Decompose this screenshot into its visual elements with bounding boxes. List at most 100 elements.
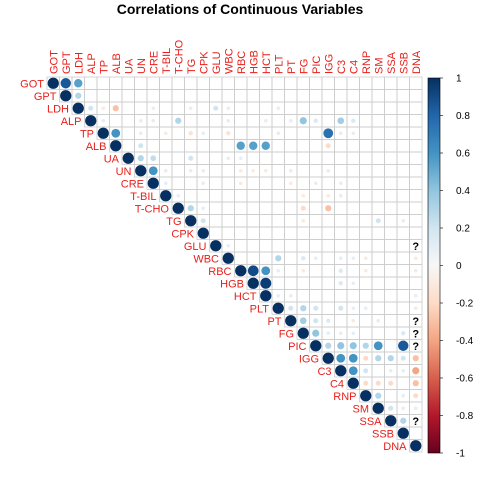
col-label-cre: CRE bbox=[148, 51, 160, 74]
color-bar-label: -0.4 bbox=[456, 336, 474, 347]
grid-cell bbox=[409, 176, 423, 190]
corr-circle-tp-c3 bbox=[338, 131, 343, 136]
color-bar-label: 0.6 bbox=[456, 149, 470, 160]
corr-circle-fg-igg bbox=[326, 331, 331, 336]
corr-circle-rbc-hct bbox=[261, 266, 271, 276]
col-label-fg: FG bbox=[298, 59, 310, 74]
grid-cell bbox=[221, 214, 235, 228]
corr-circle-tg-fg bbox=[301, 218, 306, 223]
grid-cell bbox=[384, 151, 398, 165]
grid-cell bbox=[409, 151, 423, 165]
corr-circle-pic-rnp bbox=[362, 342, 369, 349]
grid-cell bbox=[234, 101, 248, 115]
grid-cell bbox=[346, 164, 360, 178]
grid-cell bbox=[359, 239, 373, 253]
grid-cell bbox=[146, 126, 160, 140]
corr-circle-rbc-hgb bbox=[247, 265, 259, 277]
grid-cell bbox=[284, 151, 298, 165]
corr-circle-alb-igg bbox=[325, 143, 331, 149]
grid-cell bbox=[284, 226, 298, 240]
grid-cell bbox=[371, 239, 385, 253]
grid-cell bbox=[371, 176, 385, 190]
grid-cell bbox=[396, 289, 410, 303]
corr-circle-ldh-cre bbox=[151, 106, 156, 111]
grid-cell bbox=[259, 214, 273, 228]
grid-cell bbox=[359, 164, 373, 178]
grid-cell bbox=[196, 76, 210, 90]
grid-cell bbox=[296, 276, 310, 290]
grid-cell bbox=[221, 201, 235, 215]
grid-cell bbox=[346, 264, 360, 278]
grid-cell bbox=[296, 151, 310, 165]
grid-cell bbox=[396, 76, 410, 90]
grid-cell bbox=[109, 114, 123, 128]
corr-circle-fg-c4 bbox=[351, 331, 356, 336]
color-bar-label: 0.4 bbox=[456, 186, 470, 197]
grid-cell bbox=[321, 151, 335, 165]
corr-circle-fg-pic bbox=[312, 329, 320, 337]
corr-circle-un-rbc bbox=[238, 168, 243, 173]
grid-cell bbox=[296, 126, 310, 140]
grid-cell bbox=[359, 201, 373, 215]
corr-circle-ua-cre bbox=[150, 155, 157, 162]
corr-circle-t-bil-c3 bbox=[338, 193, 343, 198]
corr-circle-un-un bbox=[135, 165, 147, 177]
grid-cell bbox=[409, 214, 423, 228]
grid-cell bbox=[171, 164, 185, 178]
grid-cell bbox=[221, 164, 235, 178]
grid-cell bbox=[384, 214, 398, 228]
grid-cell bbox=[284, 89, 298, 103]
grid-cell bbox=[321, 114, 335, 128]
grid-cell bbox=[271, 189, 285, 203]
grid-cell bbox=[259, 176, 273, 190]
corr-circle-tp-tp bbox=[97, 127, 109, 139]
grid-cell bbox=[284, 214, 298, 228]
row-label-sm: SM bbox=[353, 403, 370, 415]
grid-cell bbox=[171, 176, 185, 190]
column-labels: GOT GPT LDH ALP TP ALB UA UN CRE T-BIL T-CHO TG CPK G… bbox=[48, 39, 423, 74]
corr-circle-c3-c4 bbox=[348, 366, 358, 376]
grid-cell bbox=[384, 389, 398, 403]
grid-cell bbox=[396, 139, 410, 153]
corr-circle-hct-dna bbox=[413, 293, 418, 298]
grid-cell bbox=[296, 226, 310, 240]
grid-cell bbox=[371, 164, 385, 178]
grid-cell bbox=[284, 126, 298, 140]
grid-cell bbox=[184, 176, 198, 190]
grid-cell bbox=[171, 76, 185, 90]
corr-circle-igg-ssa bbox=[387, 355, 394, 362]
corr-circle-hct-hct bbox=[260, 290, 272, 302]
row-label-c3: C3 bbox=[317, 366, 331, 378]
grid-cell bbox=[209, 201, 223, 215]
grid-cell bbox=[321, 89, 335, 103]
grid-cell bbox=[359, 151, 373, 165]
corr-circle-igg-sm bbox=[375, 355, 382, 362]
corr-circle-plt-c3 bbox=[338, 305, 344, 311]
corr-circle-c3-rnp bbox=[363, 368, 369, 374]
color-bar-label: -0.6 bbox=[456, 374, 474, 385]
corr-circle-ldh-glu bbox=[213, 105, 219, 111]
grid-cell bbox=[184, 89, 198, 103]
grid-cell bbox=[396, 101, 410, 115]
row-label-plt: PLT bbox=[250, 303, 270, 315]
corr-circle-cre-rbc bbox=[238, 181, 243, 186]
grid-cell bbox=[346, 289, 360, 303]
row-labels: GOTGPTLDHALPTPALBUAUNCRET-BILT-CHOTGCPKG… bbox=[20, 78, 407, 453]
grid-cell bbox=[171, 151, 185, 165]
grid-cell bbox=[384, 189, 398, 203]
corr-circle-wbc-rnp bbox=[363, 256, 368, 261]
grid-cell bbox=[334, 314, 348, 328]
corr-circle-igg-dna bbox=[412, 355, 419, 362]
corr-circle-cre-t-bil bbox=[163, 181, 168, 186]
col-label-alp: ALP bbox=[86, 53, 98, 74]
col-label-ua: UA bbox=[123, 58, 135, 74]
grid-cell bbox=[409, 201, 423, 215]
corr-circle-wbc-dna bbox=[413, 256, 418, 261]
grid-cell bbox=[409, 226, 423, 240]
corr-circle-got-got bbox=[47, 77, 59, 89]
corr-circle-plt-plt bbox=[272, 302, 284, 314]
grid-cell bbox=[309, 226, 323, 240]
corr-circle-hgb-hgb bbox=[247, 277, 259, 289]
corr-circle-un-tg bbox=[188, 168, 193, 173]
corr-circle-rbc-rbc bbox=[235, 265, 247, 277]
